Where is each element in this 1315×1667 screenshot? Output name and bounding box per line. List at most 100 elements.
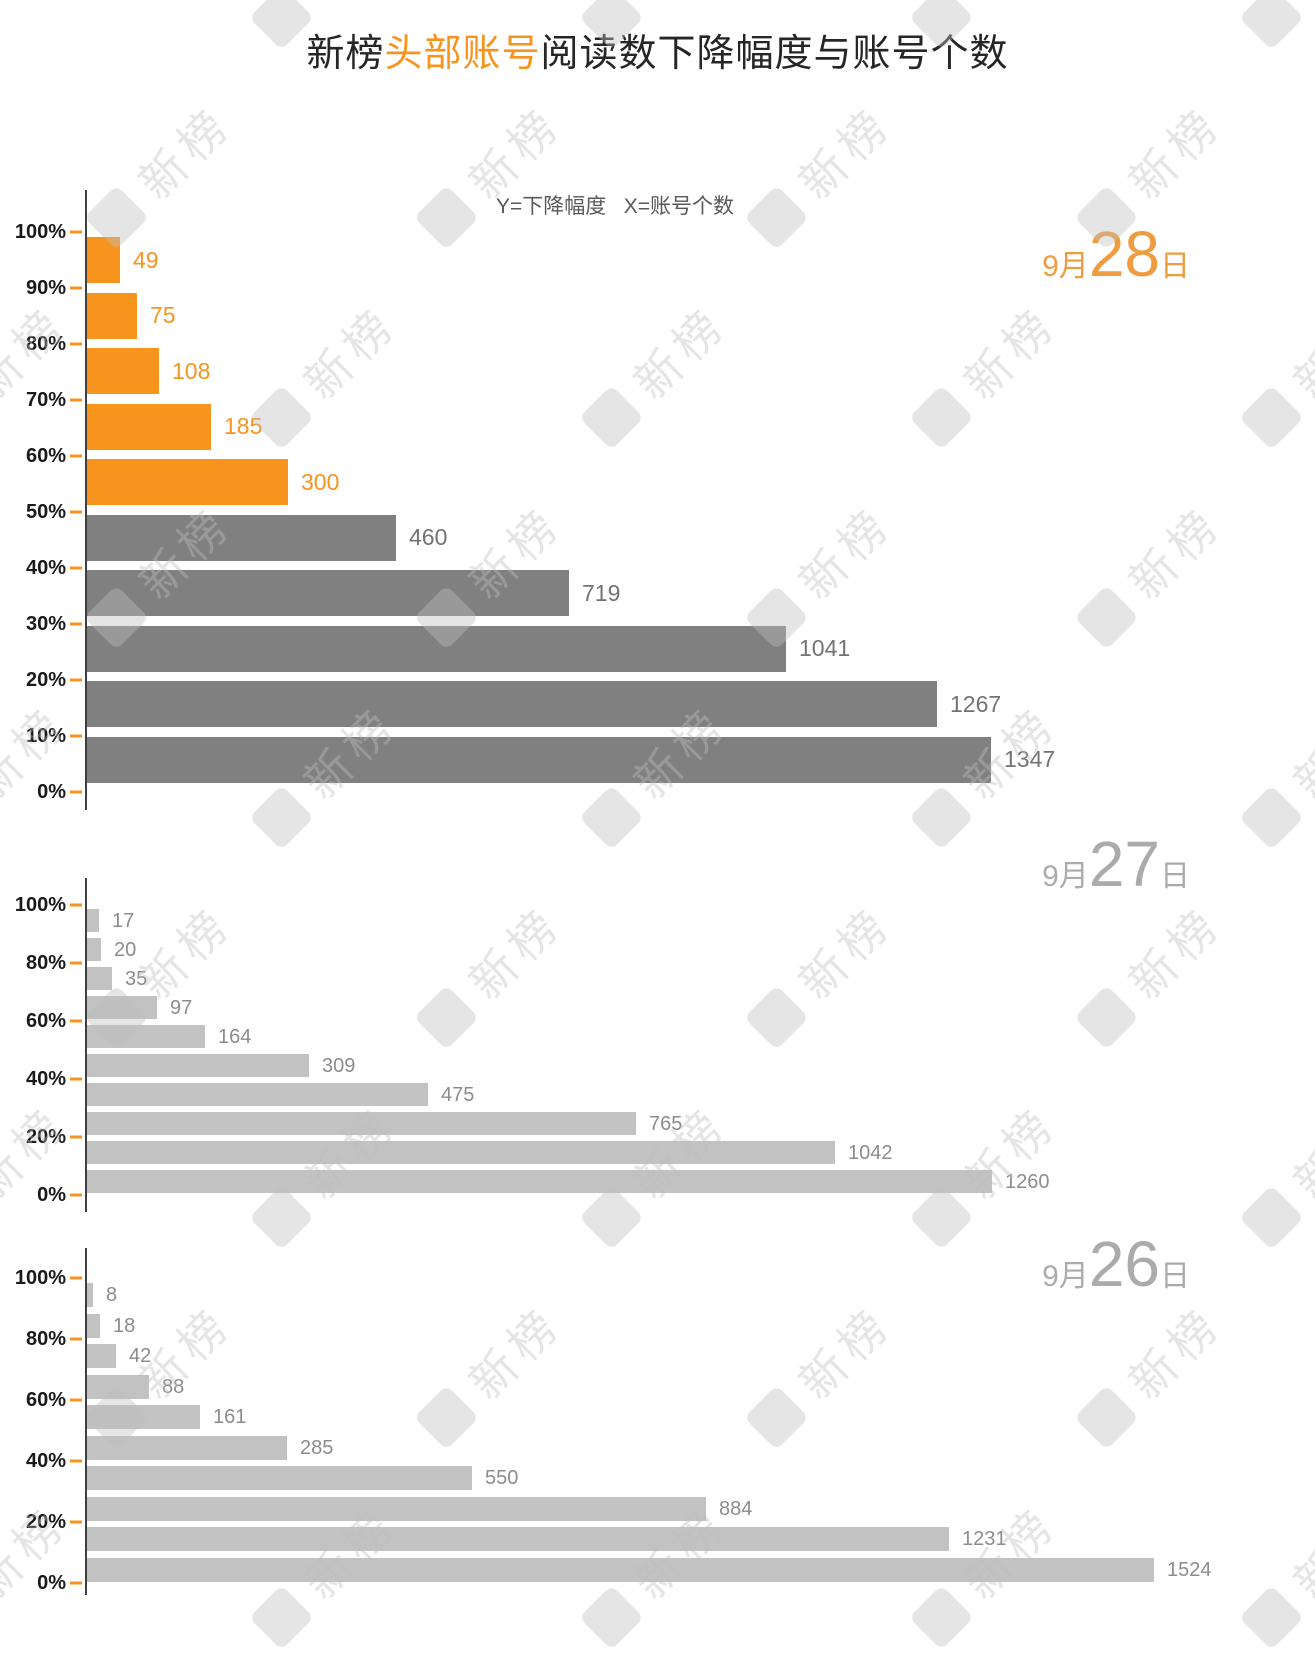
bar xyxy=(87,514,396,561)
bar-row: 49 xyxy=(87,237,159,283)
bar-value-label: 460 xyxy=(409,524,448,550)
bar-row: 884 xyxy=(87,1496,752,1521)
bar-row: 161 xyxy=(87,1405,246,1429)
bar xyxy=(87,681,937,727)
bar-row: 108 xyxy=(87,348,210,394)
date-day: 26 xyxy=(1088,1228,1160,1300)
y-tick-label: 0% xyxy=(37,1572,66,1594)
y-tick-dash xyxy=(70,510,82,514)
bar-value-label: 285 xyxy=(300,1436,334,1459)
y-tick-dash xyxy=(70,1135,82,1139)
y-tick-dash xyxy=(70,790,82,794)
bar-row: 1041 xyxy=(87,625,851,672)
bar xyxy=(87,1054,309,1077)
bar-value-label: 161 xyxy=(213,1406,247,1428)
bar-row: 285 xyxy=(87,1435,334,1460)
bar-row: 17 xyxy=(87,909,134,932)
bar-value-label: 35 xyxy=(125,967,148,990)
date-day: 27 xyxy=(1088,828,1160,900)
y-tick-dash xyxy=(70,1459,82,1463)
bar-value-label: 164 xyxy=(218,1025,252,1048)
y-tick-label: 10% xyxy=(25,725,66,747)
y-tick-dash xyxy=(70,1398,82,1402)
bar-value-label: 309 xyxy=(322,1054,356,1077)
title-highlight: 头部账号 xyxy=(384,33,541,75)
bar-row: 18 xyxy=(87,1313,136,1338)
bar xyxy=(87,909,99,932)
bar-value-label: 475 xyxy=(441,1083,475,1106)
date-label-sep-26: 9月 26 日 xyxy=(1042,1232,1190,1296)
bar-value-label: 1041 xyxy=(799,635,851,661)
y-tick-label: 50% xyxy=(25,501,66,523)
bar xyxy=(87,403,211,450)
y-tick-label: 80% xyxy=(25,952,66,974)
chart-sep-27: 100% 80% 60% 40% 20% 0% 17 20 35 97 164 309 475 765 10… xyxy=(0,865,1315,1222)
title-suffix: 阅读数下降幅度与账号个数 xyxy=(540,33,1009,75)
y-tick-dash xyxy=(70,903,82,907)
bar-value-label: 97 xyxy=(170,996,193,1019)
y-tick-label: 100% xyxy=(14,1267,66,1289)
bar-value-label: 18 xyxy=(113,1314,136,1337)
y-tick-label: 20% xyxy=(25,1511,66,1533)
date-suffix: 日 xyxy=(1160,250,1190,283)
bar-value-label: 1260 xyxy=(1005,1170,1050,1193)
date-label-sep-27: 9月 27 日 xyxy=(1042,832,1190,896)
bar-value-label: 49 xyxy=(133,246,159,273)
bar-row: 309 xyxy=(87,1054,355,1077)
y-tick-dash xyxy=(70,734,82,738)
page-title: 新榜头部账号阅读数下降幅度与账号个数 xyxy=(0,22,1315,77)
y-tick-label: 40% xyxy=(25,557,66,579)
watermark-text: 新榜 xyxy=(1277,0,1315,12)
bar-row: 550 xyxy=(87,1466,518,1490)
bar-row: 20 xyxy=(87,938,136,961)
bar-row: 185 xyxy=(87,403,263,450)
watermark-text: 新榜 xyxy=(287,0,410,12)
axes-legend: Y=下降幅度 X=账号个数 xyxy=(495,195,735,218)
bar xyxy=(87,1313,100,1338)
y-tick-label: 60% xyxy=(25,1010,66,1032)
watermark-text: 新榜 xyxy=(0,0,80,12)
bar-row: 1347 xyxy=(87,736,1056,783)
y-tick-dash xyxy=(70,961,82,965)
bar xyxy=(87,1141,835,1164)
bar-row: 1042 xyxy=(87,1141,893,1164)
date-suffix: 日 xyxy=(1160,1260,1190,1293)
y-tick-dash xyxy=(70,342,82,346)
bar-value-label: 42 xyxy=(129,1345,152,1367)
bar-row: 8 xyxy=(87,1283,117,1307)
bar-row: 97 xyxy=(87,996,192,1019)
y-tick-label: 70% xyxy=(25,389,66,411)
bar-value-label: 1231 xyxy=(962,1528,1007,1550)
bar-value-label: 20 xyxy=(114,938,137,961)
date-month: 9月 xyxy=(1042,860,1089,893)
bar-value-label: 185 xyxy=(224,413,263,439)
bar-row: 1524 xyxy=(87,1557,1212,1582)
bar xyxy=(87,348,159,394)
y-tick-dash xyxy=(70,398,82,402)
bar-value-label: 1042 xyxy=(848,1141,893,1164)
bar-value-label: 550 xyxy=(485,1467,519,1489)
bar xyxy=(87,1557,1154,1582)
bar xyxy=(87,1435,287,1460)
bar xyxy=(87,1405,200,1429)
y-tick-dash xyxy=(70,1337,82,1341)
y-tick-label: 100% xyxy=(14,894,66,916)
bar-value-label: 1347 xyxy=(1004,746,1056,772)
date-label-sep-28: 9月 28 日 xyxy=(1042,222,1190,286)
bar-row: 1267 xyxy=(87,681,1001,727)
bar-row: 1231 xyxy=(87,1527,1007,1551)
y-axis-line xyxy=(85,878,87,1212)
y-tick-dash xyxy=(70,678,82,682)
bar xyxy=(87,237,120,283)
bar xyxy=(87,1496,706,1521)
date-month: 9月 xyxy=(1042,1260,1089,1293)
bar-value-label: 765 xyxy=(649,1112,683,1135)
y-tick-dash xyxy=(70,1193,82,1197)
bar xyxy=(87,1466,472,1490)
bar-row: 35 xyxy=(87,967,147,990)
y-tick-label: 30% xyxy=(25,613,66,635)
bar-row: 164 xyxy=(87,1025,251,1048)
bar xyxy=(87,996,157,1019)
bar-row: 765 xyxy=(87,1112,682,1135)
